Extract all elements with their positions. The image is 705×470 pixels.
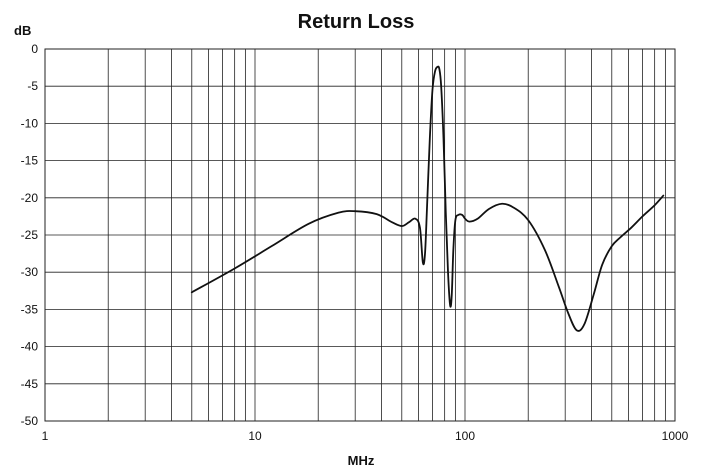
y-tick-label: -50 [21,414,39,428]
y-tick-label: -30 [21,265,39,279]
grid-lines [45,49,675,421]
plot-frame [44,48,676,422]
x-tick-label: 1 [42,429,49,443]
x-tick-label: 100 [455,429,475,443]
y-tick-label: -45 [21,377,39,391]
x-tick-label: 1000 [662,429,689,443]
x-tick-labels: 1 10 100 1000 [42,429,689,443]
y-tick-label: -25 [21,228,39,242]
y-tick-labels: 0 -5 -10 -15 -20 -25 -30 -35 -40 -45 -50 [21,42,39,428]
y-tick-label: 0 [31,42,38,56]
y-tick-label: -20 [21,191,39,205]
return-loss-line [190,65,665,332]
x-axis-label: MHz [348,453,375,468]
y-tick-label: -5 [27,79,38,93]
y-tick-label: -10 [21,116,39,130]
y-tick-label: -40 [21,340,39,354]
chart-title: Return Loss [298,11,415,33]
series-group [190,65,665,332]
x-tick-label: 10 [248,429,262,443]
y-tick-label: -35 [21,302,39,316]
y-tick-label: -15 [21,154,39,168]
y-axis-label: dB [14,23,31,38]
